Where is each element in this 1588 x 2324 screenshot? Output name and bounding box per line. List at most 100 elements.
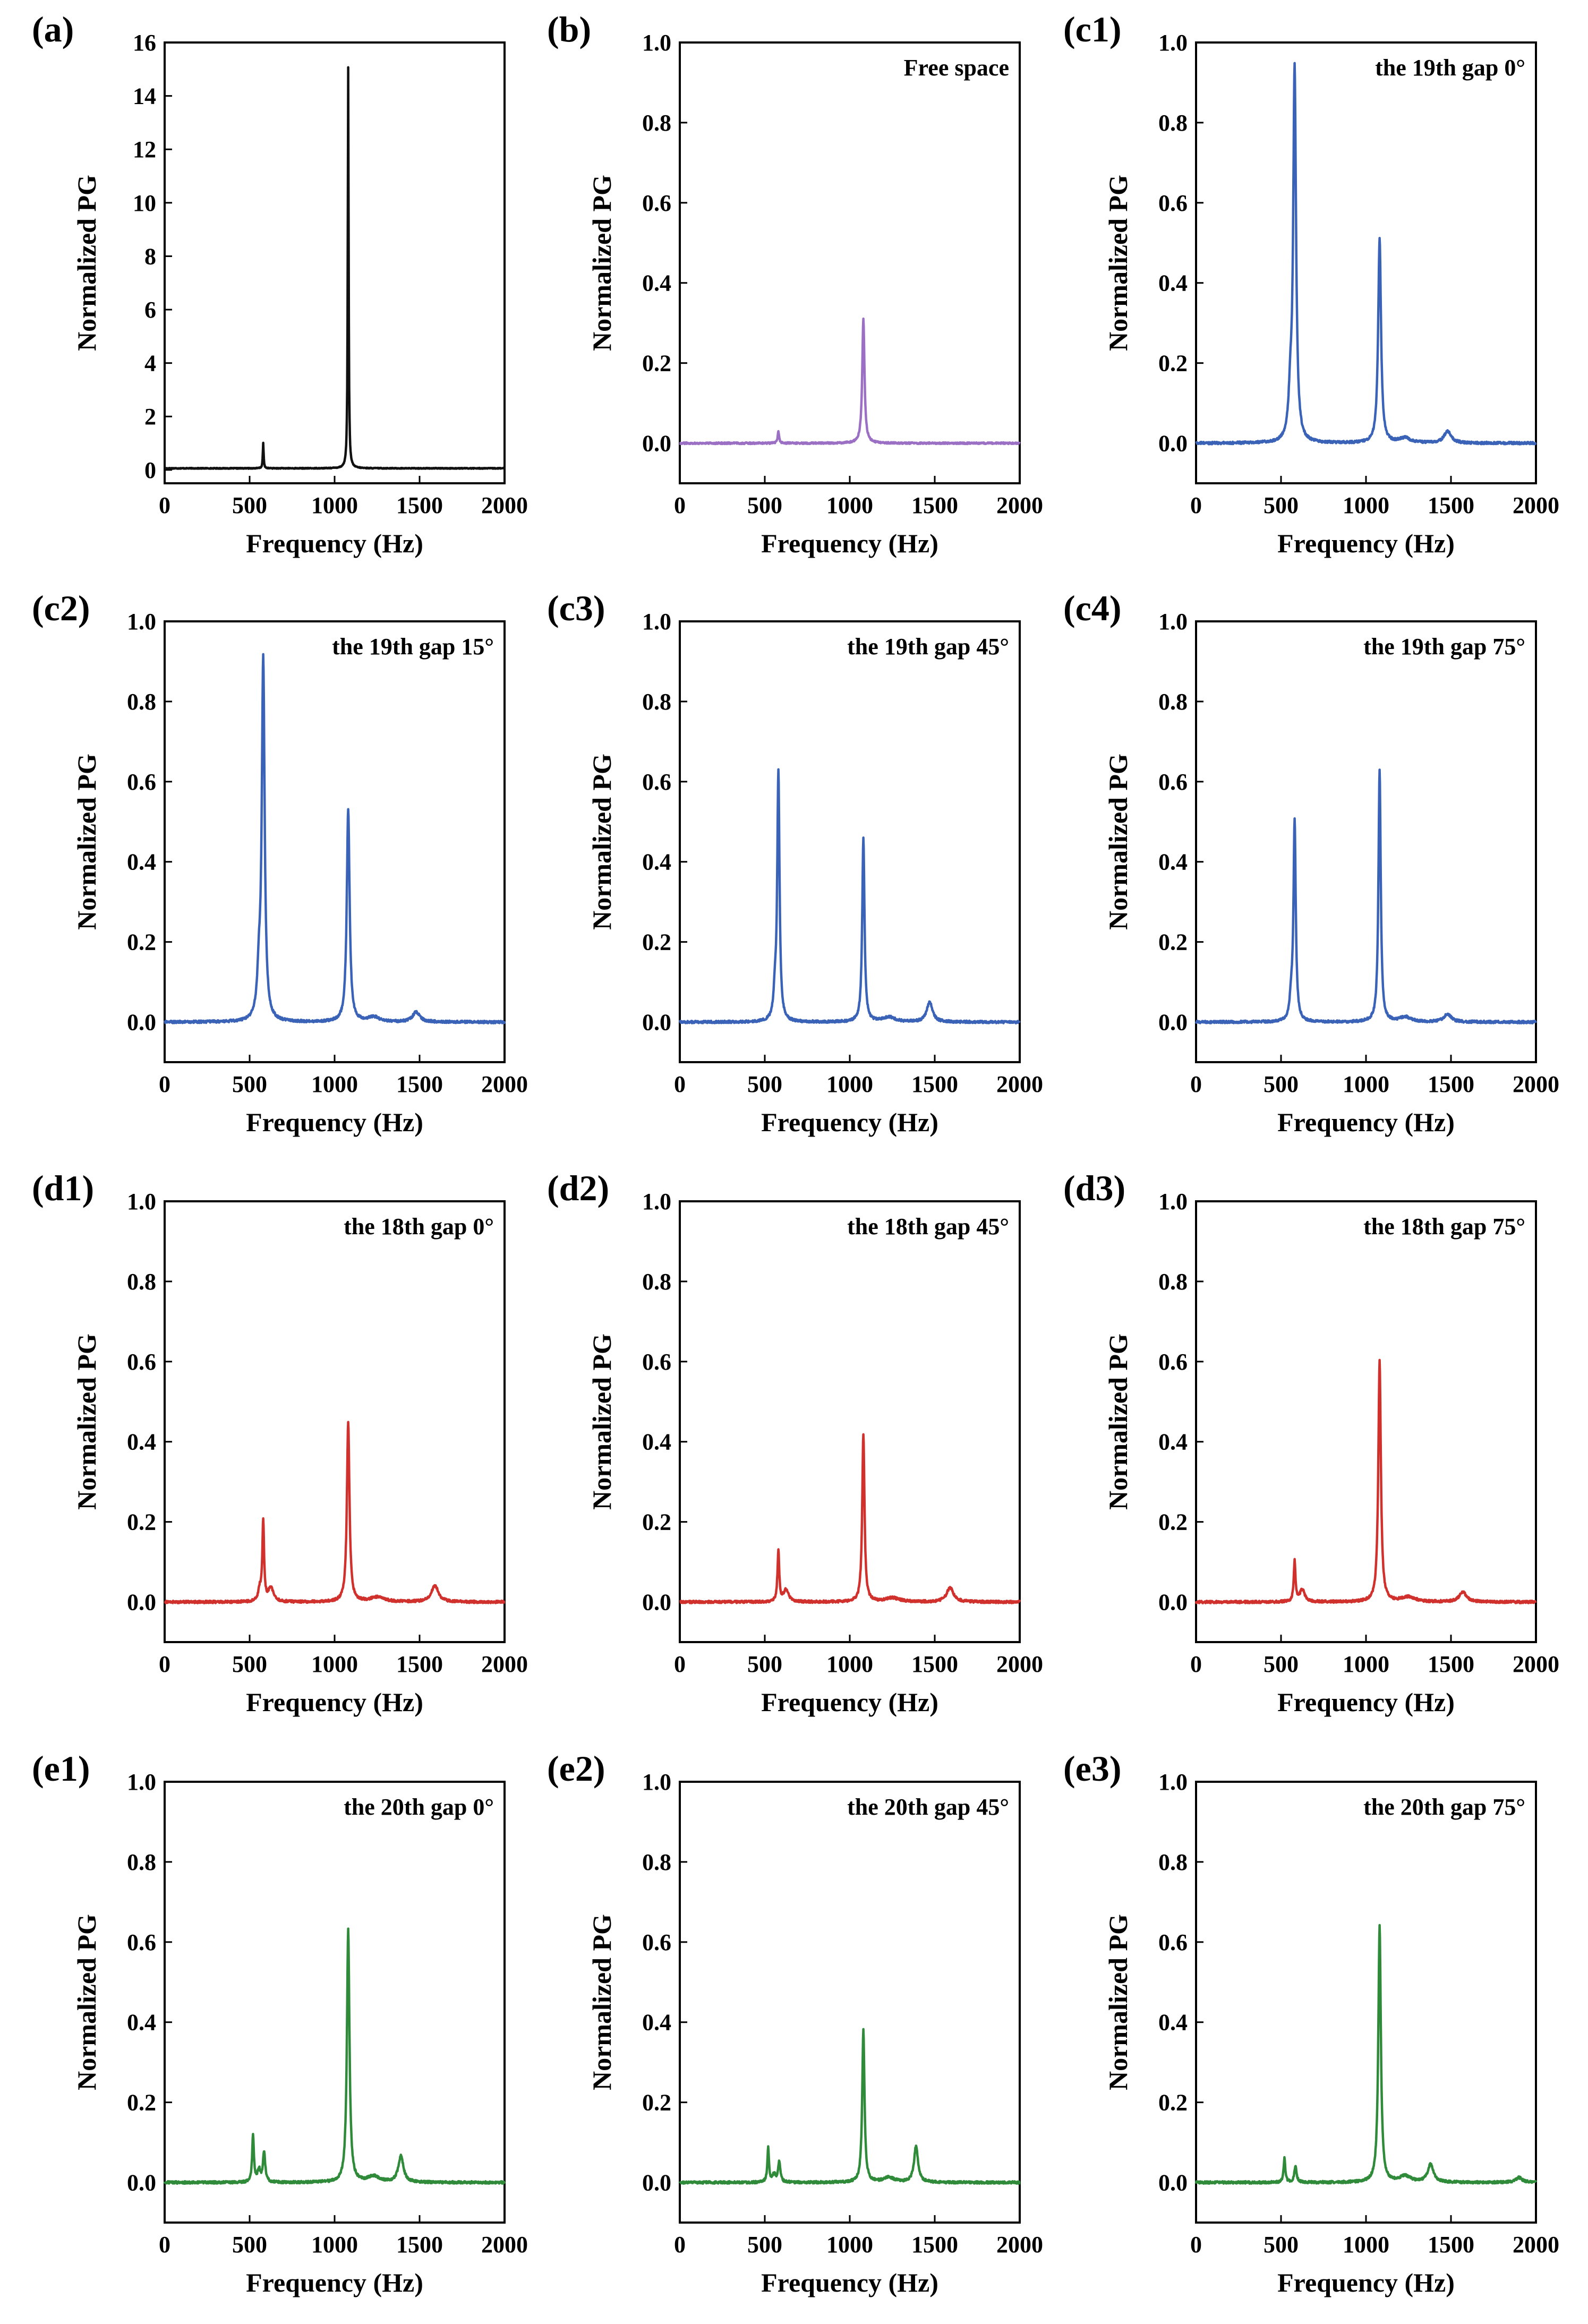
x-tick-label: 2000 xyxy=(996,2232,1043,2258)
x-tick-label: 1500 xyxy=(1428,492,1474,518)
x-tick-label: 0 xyxy=(674,1651,686,1677)
plot-frame xyxy=(679,620,1021,1063)
y-axis-title: Normalized PG xyxy=(72,754,101,930)
x-axis-title: Frequency (Hz) xyxy=(1277,1107,1455,1137)
y-tick-label: 0.0 xyxy=(1158,431,1188,457)
x-tick-label: 500 xyxy=(1263,2232,1299,2258)
y-tick-label: 1.0 xyxy=(127,1769,156,1795)
panel-label: (e2) xyxy=(547,1748,605,1789)
panel-label: (d1) xyxy=(32,1168,94,1208)
y-tick-label: 0.4 xyxy=(642,270,671,296)
x-tick-label: 2000 xyxy=(1513,492,1559,518)
y-tick-label: 0.4 xyxy=(127,849,156,875)
x-tick-label: 1000 xyxy=(826,1651,873,1677)
x-tick-label: 0 xyxy=(159,492,170,518)
y-tick-label: 0.0 xyxy=(1158,1010,1188,1036)
x-tick-label: 0 xyxy=(1190,492,1202,518)
x-tick-label: 500 xyxy=(747,1071,782,1097)
series-line xyxy=(164,1421,506,1604)
y-tick-label: 0.0 xyxy=(1158,2170,1188,2196)
x-axis-title: Frequency (Hz) xyxy=(761,1687,938,1717)
y-tick-label: 0.8 xyxy=(127,1269,156,1295)
annotation: the 19th gap 45° xyxy=(847,634,1009,660)
y-tick-label: 0.2 xyxy=(1158,2090,1188,2116)
x-tick-label: 500 xyxy=(1263,1071,1299,1097)
x-tick-label: 1500 xyxy=(396,492,443,518)
chart-c2: (c2) 0 500 1000 1500 2000 0.0 0.2 0.4 0.6 0.8 1.0 Fr… xyxy=(32,588,528,1137)
annotation: the 20th gap 75° xyxy=(1363,1794,1525,1820)
y-tick-label: 8 xyxy=(144,243,156,269)
x-tick-label: 1500 xyxy=(1428,2232,1474,2258)
x-tick-label: 0 xyxy=(1190,1651,1202,1677)
y-tick-label: 1.0 xyxy=(642,30,671,56)
plot-frame xyxy=(679,1781,1021,2224)
y-tick-label: 0.8 xyxy=(127,689,156,715)
x-axis-title: Frequency (Hz) xyxy=(246,528,423,558)
series-line xyxy=(164,653,506,1024)
x-tick-label: 2000 xyxy=(996,1651,1043,1677)
y-axis-title: Normalized PG xyxy=(1103,754,1133,930)
x-tick-label: 1500 xyxy=(396,1071,443,1097)
x-tick-label: 0 xyxy=(1190,2232,1202,2258)
plot-frame xyxy=(1195,1200,1537,1643)
series-line xyxy=(1194,1924,1538,2185)
y-tick-label: 1.0 xyxy=(1158,609,1188,635)
panel-label: (c3) xyxy=(547,588,605,628)
x-tick-label: 1500 xyxy=(911,1651,958,1677)
y-tick-label: 0.8 xyxy=(127,1849,156,1875)
y-axis-title: Normalized PG xyxy=(587,175,617,351)
x-tick-label: 0 xyxy=(1190,1071,1202,1097)
y-tick-label: 0.0 xyxy=(127,1590,156,1616)
y-tick-label: 0.4 xyxy=(1158,2010,1188,2036)
y-tick-label: 1.0 xyxy=(1158,30,1188,56)
y-tick-label: 0.6 xyxy=(127,769,156,795)
chart-c4: (c4) 0 500 1000 1500 2000 0.0 0.2 0.4 0.6 0.8 1.0 Fr… xyxy=(1063,588,1559,1137)
panel-label: (d2) xyxy=(547,1168,609,1208)
y-tick-label: 0 xyxy=(144,457,156,483)
x-tick-label: 500 xyxy=(232,492,267,518)
annotation: the 18th gap 45° xyxy=(847,1214,1009,1240)
panel-label: (e3) xyxy=(1063,1748,1121,1789)
y-tick-label: 0.8 xyxy=(1158,1269,1188,1295)
y-tick-label: 0.8 xyxy=(1158,1849,1188,1875)
y-tick-label: 0.6 xyxy=(1158,769,1188,795)
y-tick-label: 0.4 xyxy=(1158,1429,1188,1455)
y-tick-label: 0.0 xyxy=(127,1010,156,1036)
y-tick-label: 0.4 xyxy=(127,1429,156,1455)
x-tick-label: 0 xyxy=(159,1071,170,1097)
annotation: the 20th gap 45° xyxy=(847,1794,1009,1820)
y-tick-label: 1.0 xyxy=(642,1189,671,1215)
y-tick-label: 1.0 xyxy=(127,1189,156,1215)
y-tick-label: 10 xyxy=(133,190,156,216)
panel-label: (b) xyxy=(547,9,591,49)
series-line xyxy=(1194,1358,1537,1604)
series-line xyxy=(1195,62,1537,446)
y-tick-label: 0.8 xyxy=(642,110,671,136)
y-tick-label: 0.4 xyxy=(1158,270,1188,296)
y-tick-label: 1.0 xyxy=(1158,1769,1188,1795)
y-tick-label: 0.2 xyxy=(127,1509,156,1535)
y-tick-label: 0.8 xyxy=(1158,110,1188,136)
panel-label: (e1) xyxy=(32,1748,90,1789)
y-tick-label: 0.2 xyxy=(127,2090,156,2116)
x-tick-label: 500 xyxy=(232,2232,267,2258)
plot-frame xyxy=(679,41,1021,484)
x-tick-label: 0 xyxy=(674,1071,686,1097)
y-tick-label: 14 xyxy=(133,83,156,109)
y-tick-label: 0.0 xyxy=(1158,1590,1188,1616)
y-tick-label: 0.2 xyxy=(642,351,671,377)
y-axis-title: Normalized PG xyxy=(72,175,101,351)
x-tick-label: 500 xyxy=(747,2232,782,2258)
chart-d2: (d2) 0 500 1000 1500 2000 0.0 0.2 0.4 0.6 0.8 1.0 Fr… xyxy=(547,1168,1043,1717)
x-axis-title: Frequency (Hz) xyxy=(1277,1687,1455,1717)
x-tick-label: 1500 xyxy=(396,2232,443,2258)
x-tick-label: 500 xyxy=(747,1651,782,1677)
y-tick-label: 1.0 xyxy=(642,1769,671,1795)
x-tick-label: 1000 xyxy=(1343,1071,1389,1097)
chart-d3: (d3) 0 500 1000 1500 2000 0.0 0.2 0.4 0.6 0.8 1.0 Fr… xyxy=(1063,1168,1559,1717)
y-tick-label: 1.0 xyxy=(642,609,671,635)
x-tick-label: 0 xyxy=(159,2232,170,2258)
y-tick-label: 0.2 xyxy=(642,929,671,955)
y-tick-label: 1.0 xyxy=(1158,1189,1188,1215)
y-tick-label: 16 xyxy=(133,30,156,56)
